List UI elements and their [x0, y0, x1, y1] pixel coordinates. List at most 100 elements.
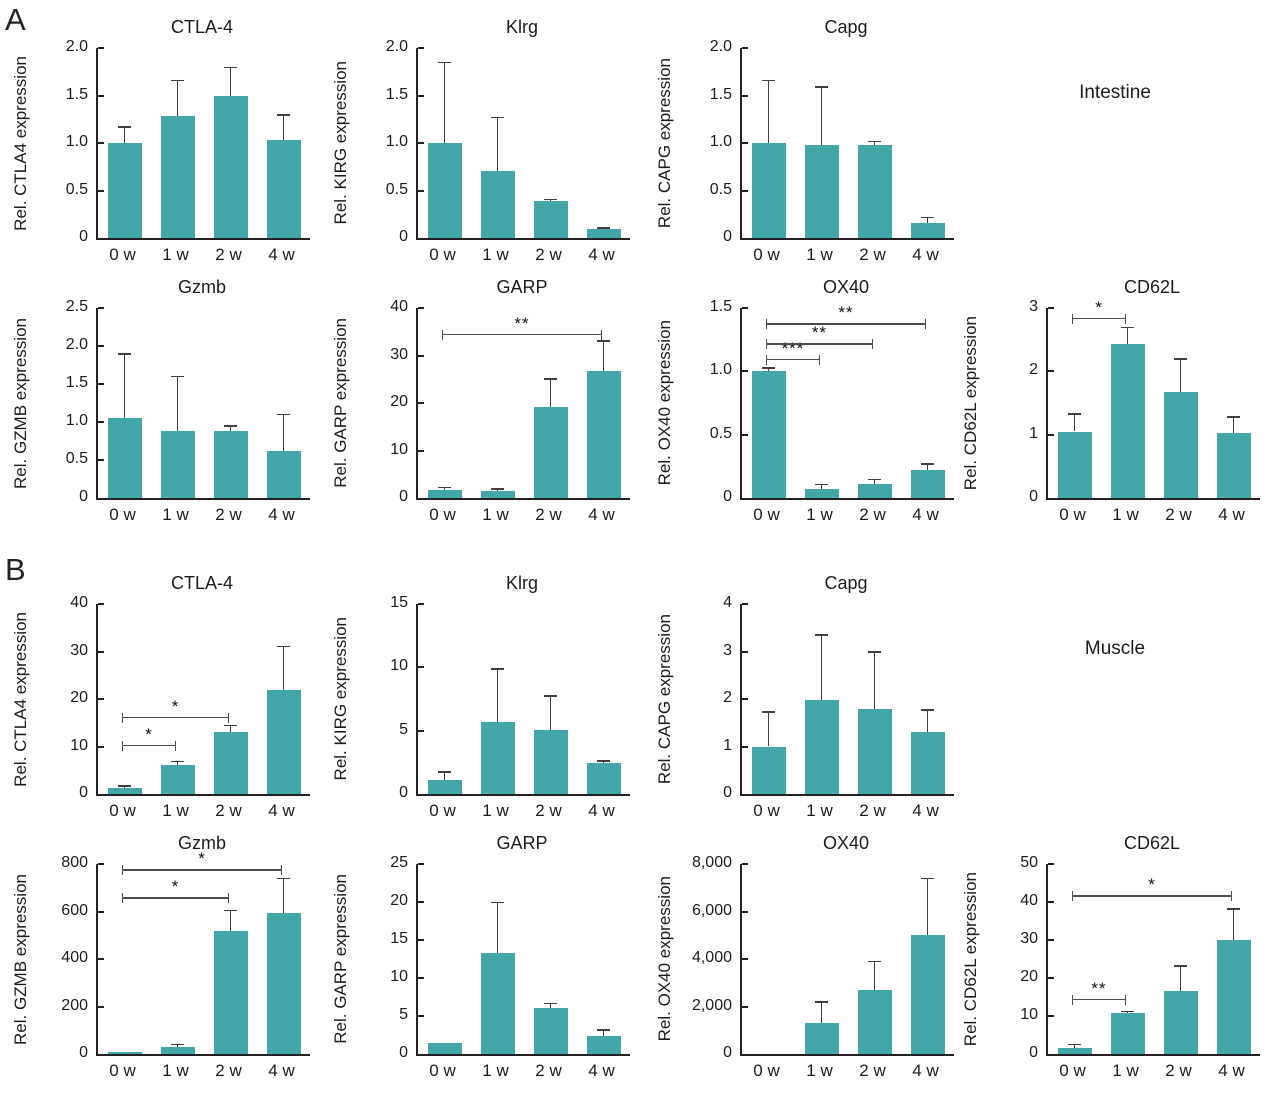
- x-category-label-4-w: 4 w: [912, 505, 939, 524]
- y-tick-mark: [98, 94, 104, 97]
- significance-bracket-end: [1124, 994, 1127, 1005]
- bar-0-w: [751, 746, 786, 794]
- y-tick-mark: [98, 421, 104, 423]
- significance-bracket-end: [1230, 891, 1233, 902]
- bar-2-w: [857, 484, 892, 498]
- x-category-label-2-w: 2 w: [535, 1061, 562, 1080]
- x-category-label-1-w: 1 w: [1112, 1061, 1139, 1080]
- x-category-label-1-w: 1 w: [1112, 505, 1139, 524]
- x-category-label-4-w: 4 w: [588, 1061, 615, 1080]
- error-bar: [496, 668, 499, 722]
- significance-label: *: [171, 877, 180, 897]
- x-category-label-0-w: 0 w: [109, 245, 136, 264]
- y-tick-label: 400: [61, 949, 88, 966]
- y-tick-label: 2.0: [385, 38, 408, 55]
- y-tick-label: 0: [79, 784, 88, 801]
- chart-title: GARP: [496, 277, 548, 297]
- error-bar-cap: [1227, 908, 1240, 910]
- error-bar-cap: [868, 960, 881, 963]
- bar-2-w: [213, 95, 248, 238]
- cell-b-klrg: Klrg Rel. KIRG expression 0 5 10 15 0 w 1 w 2 w 4…: [326, 568, 644, 828]
- significance-bracket-end: [1071, 994, 1074, 1005]
- error-bar-cap: [1121, 326, 1134, 329]
- error-bar-cap: [815, 1001, 828, 1003]
- bar-2-w: [533, 406, 568, 498]
- error-bar-cap: [277, 645, 290, 648]
- bar-4-w: [910, 732, 945, 794]
- x-category-label-1-w: 1 w: [806, 245, 833, 264]
- y-tick-mark: [418, 307, 424, 309]
- bar-4-w: [910, 222, 945, 238]
- plot-area: [96, 863, 310, 1056]
- y-tick-label: 0: [399, 784, 408, 801]
- y-tick-label: 6,000: [691, 901, 732, 919]
- significance-label: *: [171, 697, 180, 717]
- y-tick-label: 0: [79, 1044, 88, 1061]
- y-tick-mark: [98, 47, 104, 49]
- significance-bracket-end: [174, 740, 177, 751]
- y-axis-label-wrap: Rel. GZMB expression: [8, 300, 34, 506]
- significance-bracket-end: [765, 354, 768, 365]
- chart-title: Capg: [824, 17, 868, 37]
- y-tick-mark: [742, 603, 748, 605]
- y-tick-mark: [742, 698, 748, 700]
- error-bar-cap: [1227, 416, 1240, 419]
- y-axis-label: Rel. CD62L expression: [961, 315, 980, 491]
- error-bar-cap: [277, 413, 290, 416]
- significance-bracket-end: [121, 740, 124, 751]
- x-category-label-0-w: 0 w: [109, 505, 136, 524]
- chart-b-gzmb: Gzmb Rel. GZMB expression 0 200 400 600 800 0 w…: [6, 828, 324, 1088]
- bar-1-w: [1110, 1013, 1145, 1054]
- plot-area: [740, 863, 954, 1056]
- chart-title: CD62L: [1123, 833, 1181, 853]
- y-tick-mark: [418, 47, 424, 49]
- x-category-label-1-w: 1 w: [162, 801, 189, 820]
- y-tick-label: 0: [723, 228, 732, 245]
- bar-0-w: [427, 143, 462, 238]
- y-tick-label: 4: [723, 594, 732, 611]
- error-bar: [1073, 413, 1076, 432]
- error-bar-cap: [491, 116, 504, 119]
- y-tick-label: 15: [390, 930, 408, 947]
- y-tick-label: 800: [61, 854, 88, 871]
- error-bar: [176, 376, 179, 432]
- bar-4-w: [266, 140, 301, 238]
- bar-2-w: [213, 930, 248, 1054]
- y-tick-mark: [742, 142, 748, 144]
- y-tick-label: 1.0: [709, 361, 732, 379]
- error-bar-cap: [277, 114, 290, 116]
- cell-b-garp: GARP Rel. GARP expression 0 5 10 15 20 25 0 w 1 w…: [326, 828, 644, 1088]
- error-bar-cap: [921, 463, 934, 465]
- tissue-label-intestine: Intestine: [1079, 82, 1151, 103]
- error-bar-cap: [868, 140, 881, 143]
- x-category-label-0-w: 0 w: [429, 245, 456, 264]
- error-bar: [820, 1001, 823, 1024]
- y-tick-label: 25: [390, 854, 408, 871]
- error-bar: [123, 785, 126, 788]
- bar-2-w: [857, 144, 892, 238]
- error-bar-cap: [118, 784, 131, 787]
- bar-4-w: [586, 1035, 621, 1054]
- y-tick-label: 30: [1020, 930, 1038, 947]
- x-category-label-0-w: 0 w: [1059, 505, 1086, 524]
- y-tick-mark: [742, 94, 748, 97]
- error-bar-cap: [921, 216, 934, 219]
- error-bar: [820, 634, 823, 701]
- y-tick-label: 0.5: [385, 180, 408, 198]
- y-tick-mark: [1048, 977, 1054, 979]
- x-category-label-4-w: 4 w: [1218, 1061, 1245, 1080]
- y-tick-mark: [98, 142, 104, 144]
- bar-1-w: [804, 144, 839, 238]
- y-tick-label: 3: [723, 641, 732, 659]
- y-tick-label: 15: [390, 594, 408, 611]
- error-bar: [549, 378, 552, 407]
- error-bar-cap: [815, 86, 828, 89]
- y-tick-label: 40: [1020, 892, 1038, 909]
- plot-area: [416, 863, 630, 1056]
- y-tick-label: 600: [61, 901, 88, 919]
- y-tick-mark: [418, 94, 424, 97]
- y-tick-label: 0.5: [65, 450, 88, 467]
- error-bar: [229, 425, 232, 432]
- significance-bracket: [442, 333, 602, 336]
